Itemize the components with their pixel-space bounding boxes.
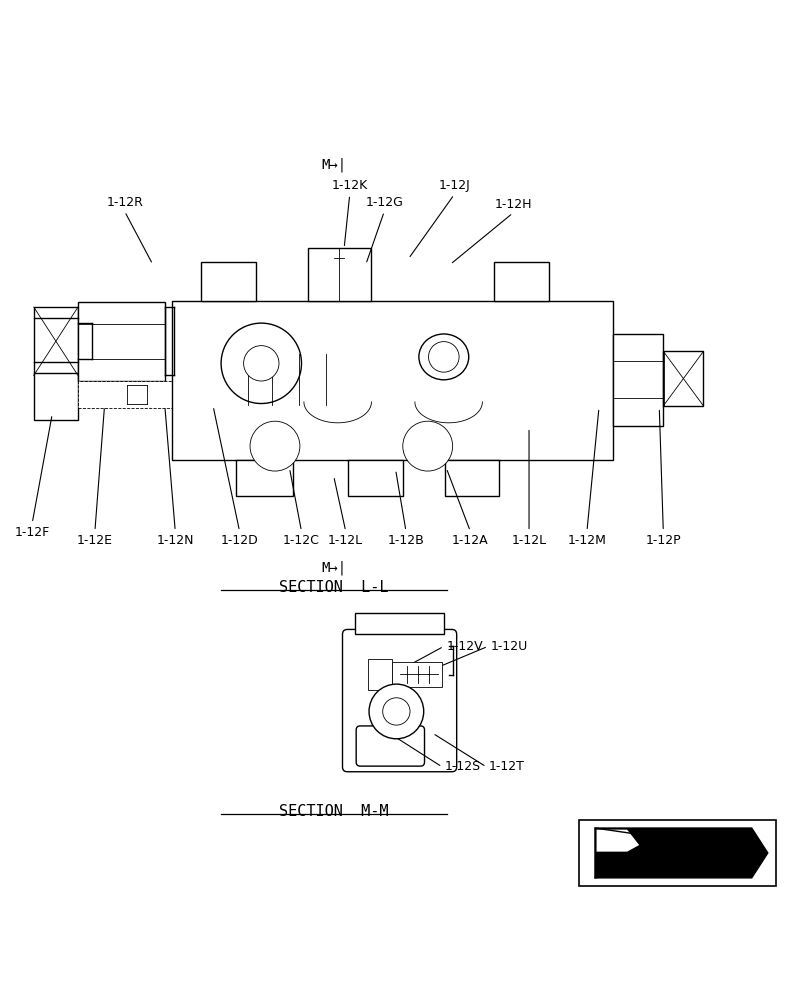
- Text: M→|: M→|: [320, 560, 346, 575]
- Text: 1-12E: 1-12E: [77, 534, 112, 547]
- Bar: [308, 248, 370, 301]
- Text: 1-12U: 1-12U: [490, 640, 527, 653]
- Bar: [34, 373, 78, 420]
- Circle shape: [243, 346, 279, 381]
- Bar: [348, 460, 402, 496]
- Polygon shape: [596, 830, 638, 852]
- Text: 1-12C: 1-12C: [283, 534, 320, 547]
- Text: 1-12L: 1-12L: [511, 534, 546, 547]
- Bar: [34, 307, 78, 375]
- Circle shape: [382, 698, 410, 725]
- Text: SECTION  L-L: SECTION L-L: [279, 580, 388, 595]
- Text: 1-12T: 1-12T: [488, 760, 524, 773]
- Text: 1-12K: 1-12K: [331, 179, 368, 192]
- Text: 1-12J: 1-12J: [438, 179, 470, 192]
- Text: 1-12G: 1-12G: [365, 196, 403, 209]
- Text: 1-12P: 1-12P: [645, 534, 680, 547]
- Text: SECTION  M-M: SECTION M-M: [279, 804, 388, 819]
- Bar: [172, 301, 612, 460]
- Text: 1-12V: 1-12V: [446, 640, 483, 653]
- Text: 1-12S: 1-12S: [444, 760, 480, 773]
- Text: 1-12H: 1-12H: [494, 198, 531, 211]
- Bar: [578, 820, 775, 886]
- Bar: [78, 302, 165, 381]
- Text: 1-12N: 1-12N: [157, 534, 194, 547]
- Text: 1-12M: 1-12M: [567, 534, 605, 547]
- Bar: [235, 460, 293, 496]
- Circle shape: [250, 421, 300, 471]
- FancyBboxPatch shape: [356, 726, 424, 766]
- Text: 1-12A: 1-12A: [451, 534, 488, 547]
- Ellipse shape: [418, 334, 468, 380]
- Text: 1-12R: 1-12R: [106, 196, 143, 209]
- Bar: [662, 351, 703, 406]
- Circle shape: [428, 342, 459, 372]
- Bar: [444, 460, 499, 496]
- Polygon shape: [594, 828, 767, 878]
- Bar: [494, 262, 548, 301]
- Text: 1-12F: 1-12F: [14, 526, 50, 539]
- Bar: [368, 659, 392, 690]
- Circle shape: [369, 684, 423, 739]
- Text: M→|: M→|: [320, 157, 346, 172]
- Circle shape: [221, 323, 301, 404]
- Bar: [612, 334, 662, 426]
- Bar: [78, 381, 173, 408]
- FancyBboxPatch shape: [342, 629, 456, 772]
- Text: 1-12B: 1-12B: [387, 534, 424, 547]
- Bar: [392, 662, 442, 687]
- Bar: [201, 262, 255, 301]
- Text: 1-12D: 1-12D: [221, 534, 258, 547]
- Circle shape: [402, 421, 452, 471]
- Text: 1-12L: 1-12L: [328, 534, 363, 547]
- Bar: [355, 613, 443, 634]
